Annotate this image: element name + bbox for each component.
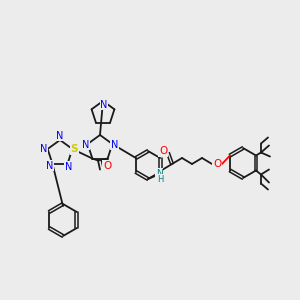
Text: N: N [111, 140, 118, 150]
Text: O: O [213, 159, 221, 169]
Text: S: S [70, 144, 78, 154]
Text: H: H [157, 175, 163, 184]
Text: O: O [159, 146, 167, 156]
Text: N: N [40, 144, 47, 154]
Text: N: N [82, 140, 89, 150]
Text: N: N [100, 100, 108, 110]
Text: O: O [103, 160, 111, 170]
Text: N: N [46, 160, 53, 170]
Text: N: N [56, 131, 64, 141]
Text: N: N [65, 161, 72, 172]
Text: N: N [156, 169, 162, 178]
